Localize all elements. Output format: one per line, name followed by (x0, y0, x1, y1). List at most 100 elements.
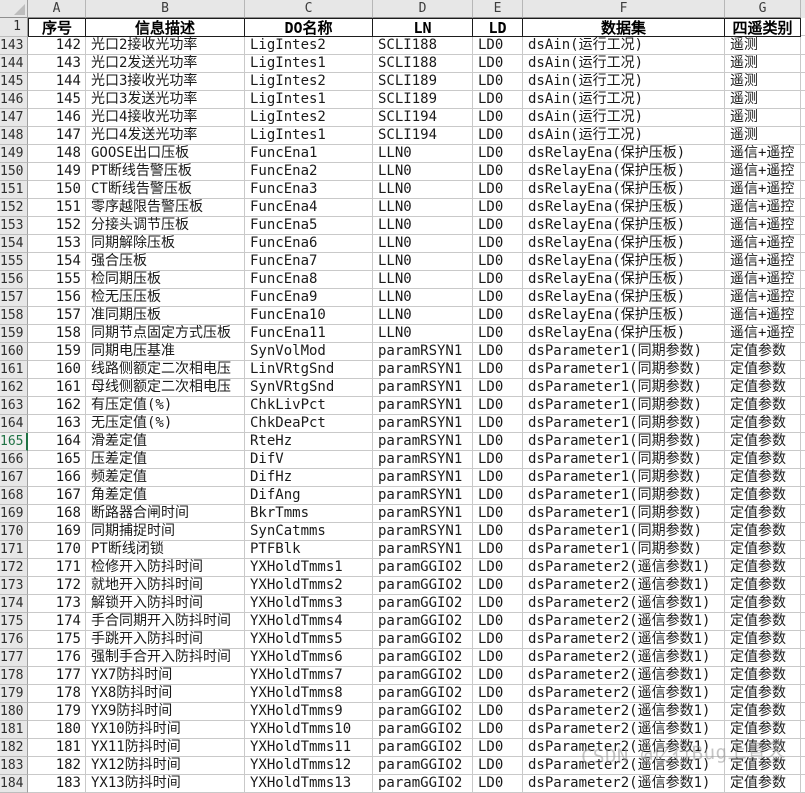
cell[interactable]: dsParameter2(遥信参数1) (523, 739, 725, 757)
cell[interactable]: 线路侧额定二次相电压 (86, 361, 245, 379)
cell[interactable]: paramRSYN1 (373, 523, 473, 541)
row-header-160[interactable]: 160 (0, 343, 28, 361)
cell[interactable]: 定值参数 (725, 739, 801, 757)
cell[interactable]: LLN0 (373, 289, 473, 307)
cell[interactable]: LigIntes2 (245, 73, 373, 91)
cell[interactable]: YXHoldTmms7 (245, 667, 373, 685)
cell[interactable]: 154 (28, 253, 86, 271)
cell[interactable]: LD0 (473, 181, 523, 199)
cell[interactable]: YX9防抖时间 (86, 703, 245, 721)
row-header-143[interactable]: 143 (0, 37, 28, 55)
cell[interactable]: YX11防抖时间 (86, 739, 245, 757)
cell[interactable]: paramRSYN1 (373, 343, 473, 361)
cell[interactable]: paramGGIO2 (373, 613, 473, 631)
cell[interactable]: YXHoldTmms3 (245, 595, 373, 613)
row-header-180[interactable]: 180 (0, 703, 28, 721)
cell[interactable]: dsParameter1(同期参数) (523, 469, 725, 487)
row-header-168[interactable]: 168 (0, 487, 28, 505)
cell[interactable]: FuncEna11 (245, 325, 373, 343)
cell[interactable]: RteHz (245, 433, 373, 451)
cell[interactable]: FuncEna3 (245, 181, 373, 199)
cell[interactable]: dsParameter1(同期参数) (523, 523, 725, 541)
cell[interactable]: 定值参数 (725, 577, 801, 595)
cell[interactable]: 遥信+遥控 (725, 145, 801, 163)
cell[interactable]: paramGGIO2 (373, 595, 473, 613)
cell[interactable]: 176 (28, 649, 86, 667)
cell[interactable]: 定值参数 (725, 757, 801, 775)
cell[interactable]: LD0 (473, 37, 523, 55)
column-header-G[interactable]: G (725, 0, 801, 18)
row-header-150[interactable]: 150 (0, 163, 28, 181)
cell[interactable]: PT断线告警压板 (86, 163, 245, 181)
row-header-172[interactable]: 172 (0, 559, 28, 577)
cell[interactable]: 遥信+遥控 (725, 253, 801, 271)
cell[interactable]: paramRSYN1 (373, 379, 473, 397)
cell[interactable]: 断路器合闸时间 (86, 505, 245, 523)
row-header-149[interactable]: 149 (0, 145, 28, 163)
row-header-158[interactable]: 158 (0, 307, 28, 325)
cell[interactable]: dsRelayEna(保护压板) (523, 163, 725, 181)
cell[interactable]: 定值参数 (725, 505, 801, 523)
cell[interactable]: 定值参数 (725, 379, 801, 397)
cell[interactable]: paramGGIO2 (373, 559, 473, 577)
cell[interactable]: 168 (28, 505, 86, 523)
cell[interactable]: YXHoldTmms9 (245, 703, 373, 721)
header-cell-3[interactable]: DO名称 (245, 18, 373, 37)
cell[interactable]: 强合压板 (86, 253, 245, 271)
cell[interactable]: YXHoldTmms8 (245, 685, 373, 703)
cell[interactable]: dsParameter1(同期参数) (523, 379, 725, 397)
cell[interactable]: 164 (28, 433, 86, 451)
cell[interactable]: dsParameter2(遥信参数1) (523, 649, 725, 667)
cell[interactable]: LD0 (473, 253, 523, 271)
cell[interactable]: dsParameter1(同期参数) (523, 487, 725, 505)
cell[interactable]: 169 (28, 523, 86, 541)
cell[interactable]: LLN0 (373, 271, 473, 289)
cell[interactable]: 158 (28, 325, 86, 343)
header-cell-7[interactable]: 四遥类别 (725, 18, 801, 37)
cell[interactable]: LD0 (473, 541, 523, 559)
cell[interactable]: 同期解除压板 (86, 235, 245, 253)
row-header-183[interactable]: 183 (0, 757, 28, 775)
cell[interactable]: dsParameter2(遥信参数1) (523, 613, 725, 631)
cell[interactable]: LD0 (473, 217, 523, 235)
cell[interactable]: 170 (28, 541, 86, 559)
cell[interactable]: 遥测 (725, 91, 801, 109)
cell[interactable]: 遥信+遥控 (725, 289, 801, 307)
cell[interactable]: paramGGIO2 (373, 649, 473, 667)
cell[interactable]: ChkDeaPct (245, 415, 373, 433)
cell[interactable]: LD0 (473, 559, 523, 577)
cell[interactable]: CT断线告警压板 (86, 181, 245, 199)
cell[interactable]: 143 (28, 55, 86, 73)
cell[interactable]: dsParameter2(遥信参数1) (523, 685, 725, 703)
cell[interactable]: paramGGIO2 (373, 757, 473, 775)
cell[interactable]: LigIntes2 (245, 37, 373, 55)
cell[interactable]: 181 (28, 739, 86, 757)
row-header-173[interactable]: 173 (0, 577, 28, 595)
row-header-154[interactable]: 154 (0, 235, 28, 253)
cell[interactable]: 手跳开入防抖时间 (86, 631, 245, 649)
cell[interactable]: 检无压压板 (86, 289, 245, 307)
cell[interactable]: 160 (28, 361, 86, 379)
cell[interactable]: 遥信+遥控 (725, 307, 801, 325)
cell[interactable]: FuncEna2 (245, 163, 373, 181)
cell[interactable]: LD0 (473, 775, 523, 793)
cell[interactable]: DifAng (245, 487, 373, 505)
cell[interactable]: 152 (28, 217, 86, 235)
cell[interactable]: 母线侧额定二次相电压 (86, 379, 245, 397)
cell[interactable]: FuncEna7 (245, 253, 373, 271)
column-header-E[interactable]: E (473, 0, 523, 18)
cell[interactable]: LD0 (473, 343, 523, 361)
cell[interactable]: LD0 (473, 523, 523, 541)
row-header-177[interactable]: 177 (0, 649, 28, 667)
cell[interactable]: YX7防抖时间 (86, 667, 245, 685)
cell[interactable]: 光口4发送光功率 (86, 127, 245, 145)
cell[interactable]: 光口3接收光功率 (86, 73, 245, 91)
cell[interactable]: LD0 (473, 109, 523, 127)
cell[interactable]: dsRelayEna(保护压板) (523, 181, 725, 199)
column-header-C[interactable]: C (245, 0, 373, 18)
cell[interactable]: LD0 (473, 703, 523, 721)
cell[interactable]: LD0 (473, 307, 523, 325)
cell[interactable]: LD0 (473, 73, 523, 91)
cell[interactable]: LigIntes1 (245, 55, 373, 73)
cell[interactable]: LLN0 (373, 145, 473, 163)
